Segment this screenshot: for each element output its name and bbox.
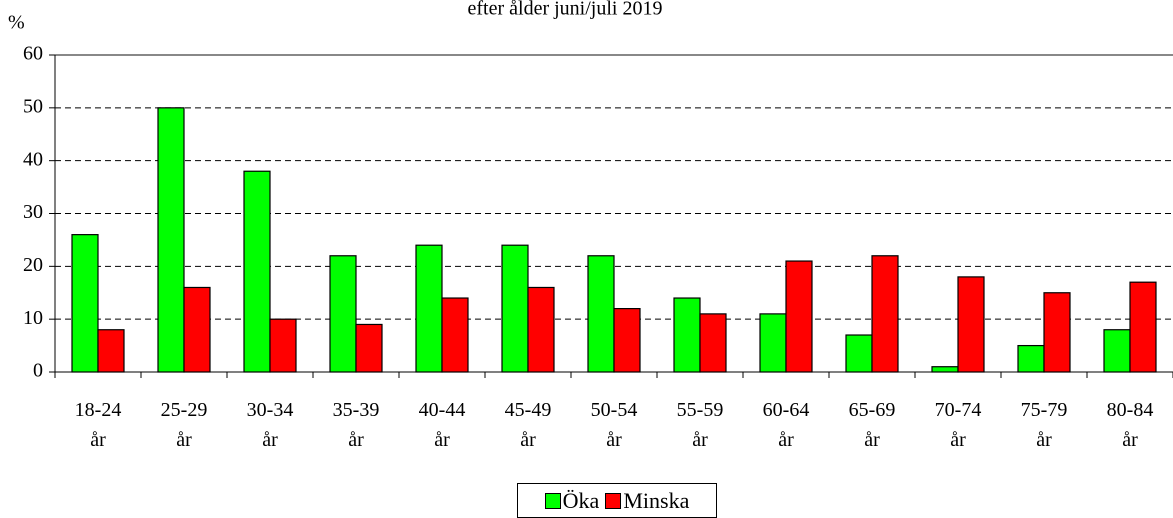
y-tick-label: 50 — [23, 95, 43, 117]
bar — [1043, 292, 1071, 373]
x-tick-label: 75-79 år — [1020, 399, 1068, 451]
bar — [931, 366, 959, 373]
bar — [1017, 344, 1045, 373]
x-tick-label: 25-29 år — [160, 399, 208, 451]
bar — [415, 244, 443, 373]
legend-item: Minska — [605, 488, 689, 514]
x-tick-label: 35-39 år — [332, 399, 380, 451]
y-tick-label: 60 — [23, 43, 43, 65]
bar — [957, 276, 985, 373]
x-tick-label: 55-59 år — [676, 399, 724, 451]
legend-label: Öka — [562, 487, 600, 513]
x-tick-label: 45-49 år — [504, 399, 552, 451]
bar — [1129, 281, 1157, 373]
x-tick-label: 18-24 år — [74, 399, 122, 451]
legend-item: Öka — [544, 487, 600, 514]
bar — [157, 107, 185, 373]
y-axis-label: % — [8, 12, 25, 34]
x-tick-label: 70-74 år — [934, 399, 982, 451]
bar — [759, 313, 787, 373]
chart-title: efter ålder juni/juli 2019 — [468, 0, 663, 20]
legend-label: Minska — [623, 487, 690, 513]
bar — [527, 286, 555, 373]
y-tick-label: 0 — [33, 360, 43, 382]
bar — [243, 170, 271, 373]
x-tick-label: 80-84 år — [1106, 399, 1154, 451]
bar — [845, 334, 873, 373]
bar — [871, 255, 899, 373]
x-tick-label: 65-69 år — [848, 399, 896, 451]
y-tick-label: 30 — [23, 201, 43, 223]
bar — [97, 329, 125, 373]
bar — [699, 313, 727, 373]
x-tick-label: 30-34 år — [246, 399, 294, 451]
x-tick-label: 60-64 år — [762, 399, 810, 451]
bar — [785, 260, 813, 373]
bar — [1103, 329, 1131, 373]
legend-swatch — [605, 492, 622, 509]
bar — [355, 323, 383, 373]
y-tick-label: 20 — [23, 254, 43, 276]
bar — [71, 234, 99, 373]
bar — [613, 308, 641, 373]
bar — [501, 244, 529, 373]
bar — [329, 255, 357, 373]
legend: Öka Minska — [517, 483, 717, 518]
bar — [673, 297, 701, 373]
bar — [269, 318, 297, 373]
legend-swatch — [544, 492, 561, 509]
bar — [587, 255, 615, 373]
x-tick-label: 50-54 år — [590, 399, 638, 451]
x-tick-label: 40-44 år — [418, 399, 466, 451]
bar — [183, 286, 211, 373]
y-tick-label: 40 — [23, 148, 43, 170]
y-tick-label: 10 — [23, 307, 43, 329]
bar — [441, 297, 469, 373]
